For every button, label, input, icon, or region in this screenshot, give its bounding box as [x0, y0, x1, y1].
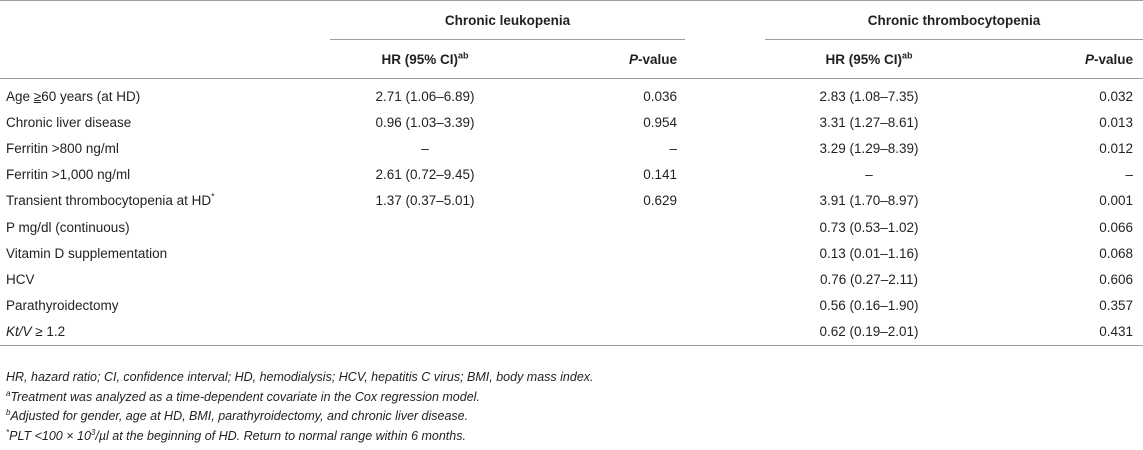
cell-p-left — [520, 214, 685, 240]
table-row: P mg/dl (continuous) 0.73 (0.53–1.02) 0.… — [0, 214, 1143, 240]
footnote-b: bAdjusted for gender, age at HD, BMI, pa… — [6, 407, 469, 423]
cell-p-right: 0.032 — [1099, 88, 1134, 104]
cell-hr-left — [330, 318, 520, 346]
table-row: Age ≥60 years (at HD) 2.71 (1.06–6.89) 0… — [0, 79, 1143, 110]
table-row: Vitamin D supplementation 0.13 (0.01–1.1… — [0, 240, 1143, 266]
cell-hr-left: 1.37 (0.37–5.01) — [375, 193, 475, 209]
table-row: HCV 0.76 (0.27–2.11) 0.606 — [0, 266, 1143, 292]
cell-hr-left: 2.71 (1.06–6.89) — [375, 88, 475, 104]
row-label: Transient thrombocytopenia at HD* — [6, 191, 215, 209]
cell-p-right: 0.066 — [1099, 219, 1134, 235]
col-header-hr-left: HR (95% CI)ab — [381, 50, 469, 67]
cell-hr-left: – — [421, 140, 429, 156]
cell-hr-right: 2.83 (1.08–7.35) — [819, 88, 919, 104]
group-header-leukopenia: Chronic leukopenia — [330, 0, 685, 40]
row-label: HCV — [6, 271, 35, 287]
cell-p-right: 0.001 — [1099, 193, 1134, 209]
cell-hr-right: – — [865, 167, 873, 183]
cell-hr-left: 0.96 (1.03–3.39) — [375, 114, 475, 130]
row-label: P mg/dl (continuous) — [6, 219, 130, 235]
cell-hr-right: 0.73 (0.53–1.02) — [819, 219, 919, 235]
col-header-p-left: P-value — [628, 51, 677, 67]
table-row: Ferritin >1,000 ng/ml 2.61 (0.72–9.45) 0… — [0, 162, 1143, 188]
table-footnotes: HR, hazard ratio; CI, confidence interva… — [6, 368, 594, 446]
cell-p-left — [520, 293, 685, 319]
col-header-hr-right: HR (95% CI)ab — [825, 50, 913, 67]
row-label: Ferritin >1,000 ng/ml — [6, 167, 131, 183]
cell-hr-right: 3.91 (1.70–8.97) — [819, 193, 919, 209]
cell-p-left — [520, 240, 685, 266]
row-label: Age ≥60 years (at HD) — [6, 88, 141, 104]
group-header-thrombocytopenia: Chronic thrombocytopenia — [765, 0, 1143, 40]
group-header-row: Chronic leukopenia Chronic thrombocytope… — [0, 0, 1143, 40]
cell-p-right: 0.431 — [973, 318, 1143, 346]
cell-hr-right: 0.13 (0.01–1.16) — [819, 245, 919, 261]
footnote-star: *PLT <100 × 103/µl at the beginning of H… — [6, 427, 466, 443]
row-label: Kt/V ≥ 1.2 — [0, 318, 330, 346]
row-label: Chronic liver disease — [6, 114, 132, 130]
cell-p-right: – — [1125, 167, 1134, 183]
cell-hr-left: 2.61 (0.72–9.45) — [375, 167, 475, 183]
footnote-a: aTreatment was analyzed as a time-depend… — [6, 388, 480, 404]
cell-hr-right: 3.29 (1.29–8.39) — [819, 140, 919, 156]
table-row: Chronic liver disease 0.96 (1.03–3.39) 0… — [0, 109, 1143, 135]
cell-p-left: 0.036 — [643, 88, 677, 104]
cell-p-right: 0.012 — [1099, 140, 1134, 156]
cell-hr-right: 0.62 (0.19–2.01) — [765, 318, 973, 346]
cell-p-right: 0.068 — [1099, 245, 1134, 261]
table-row: Ferritin >800 ng/ml – – 3.29 (1.29–8.39)… — [0, 135, 1143, 161]
cell-p-right: 0.013 — [1099, 114, 1134, 130]
cell-p-right: 0.357 — [1099, 298, 1134, 314]
row-label: Vitamin D supplementation — [6, 245, 168, 261]
cell-p-right: 0.606 — [1099, 271, 1134, 287]
footnote-abbreviations: HR, hazard ratio; CI, confidence interva… — [6, 370, 594, 384]
cell-hr-right: 0.76 (0.27–2.11) — [819, 271, 919, 287]
cell-hr-right: 0.56 (0.16–1.90) — [819, 298, 919, 314]
cell-p-left — [520, 266, 685, 292]
cell-p-left: 0.954 — [643, 114, 677, 130]
cell-p-left: 0.629 — [643, 193, 677, 209]
cell-p-left: 0.141 — [643, 167, 677, 183]
column-header-row: HR (95% CI)ab P-value HR (95% CI)ab P-va… — [0, 40, 1143, 79]
row-label: Parathyroidectomy — [6, 298, 119, 314]
cell-p-left: – — [669, 140, 677, 156]
table-row: Parathyroidectomy 0.56 (0.16–1.90) 0.357 — [0, 293, 1143, 319]
table-row: Transient thrombocytopenia at HD* 1.37 (… — [0, 188, 1143, 214]
cell-hr-right: 3.31 (1.27–8.61) — [819, 114, 919, 130]
cell-p-left — [520, 318, 685, 346]
cell-hr-left — [330, 240, 520, 266]
row-label: Ferritin >800 ng/ml — [6, 140, 119, 156]
cell-hr-left — [330, 266, 520, 292]
col-header-p-right: P-value — [1084, 51, 1134, 67]
cell-hr-left — [330, 293, 520, 319]
table-row: Kt/V ≥ 1.2 0.62 (0.19–2.01) 0.431 — [0, 318, 1143, 346]
cell-hr-left — [330, 214, 520, 240]
results-table: Chronic leukopenia Chronic thrombocytope… — [0, 0, 1143, 346]
